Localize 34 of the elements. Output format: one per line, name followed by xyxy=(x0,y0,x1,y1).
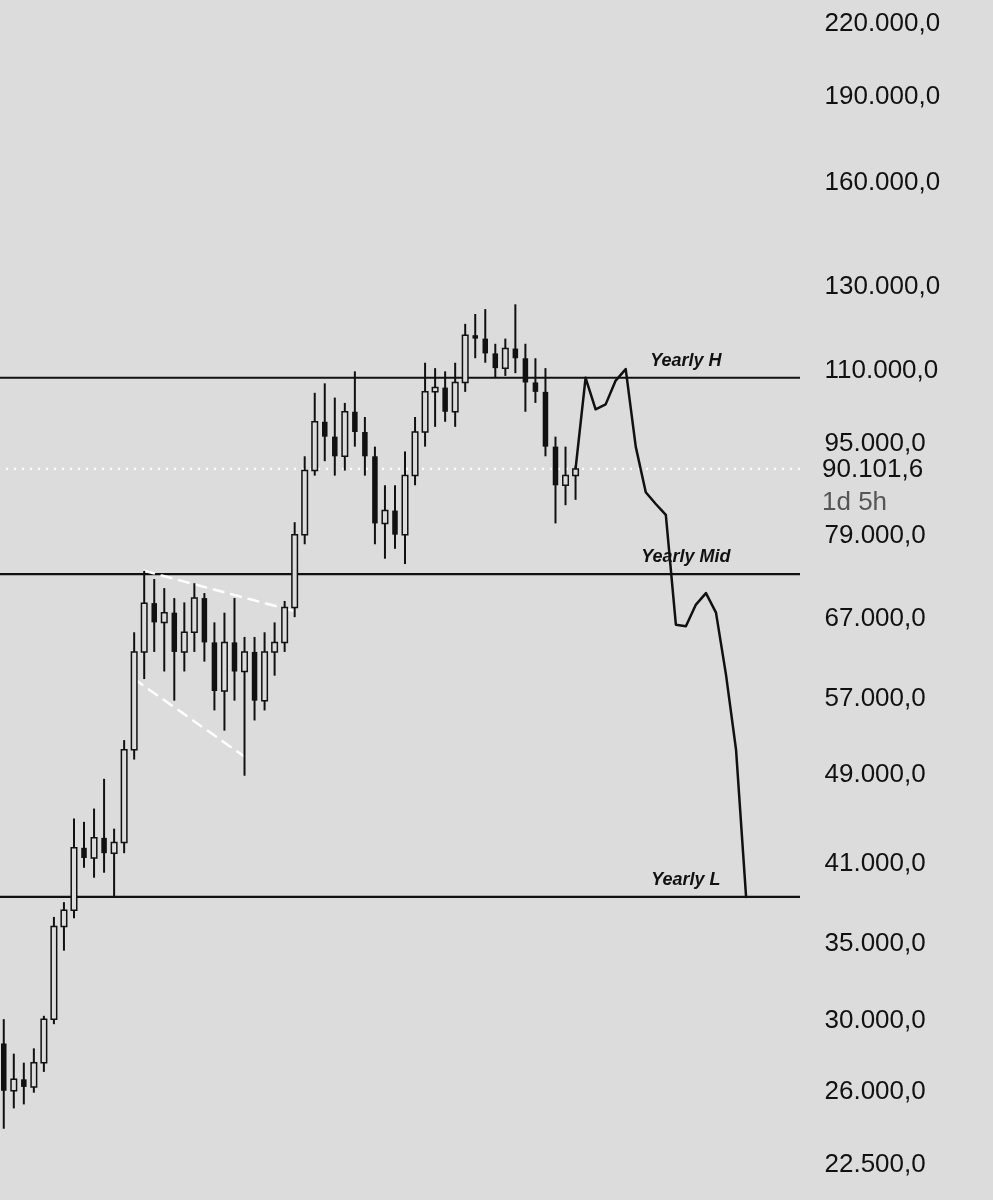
y-tick-label: 35.000,0 xyxy=(824,926,926,957)
y-tick-label: 110.000,0 xyxy=(824,353,939,384)
y-tick-label: 22.500,0 xyxy=(824,1147,926,1178)
candlestick xyxy=(60,901,68,952)
y-tick-label: 41.000,0 xyxy=(824,847,926,878)
candlestick xyxy=(90,807,98,879)
y-tick-label: 57.000,0 xyxy=(824,682,926,713)
y-tick-label: 79.000,0 xyxy=(824,519,926,550)
y-tick-label: 95.000,0 xyxy=(824,426,926,457)
y-tick-label: 130.000,0 xyxy=(824,269,941,300)
candlestick xyxy=(10,1052,18,1110)
candlestick xyxy=(21,1061,27,1106)
y-tick-label: 190.000,0 xyxy=(824,80,941,111)
candlestick xyxy=(151,578,157,653)
y-tick-label: 220.000,0 xyxy=(824,6,941,37)
y-tick-label: 67.000,0 xyxy=(824,601,926,632)
candlestick xyxy=(271,621,279,677)
y-tick-label: 26.000,0 xyxy=(824,1075,926,1106)
candlestick xyxy=(101,777,107,874)
ref-line-label: Yearly H xyxy=(650,349,723,370)
text: 1d 5h xyxy=(822,485,888,516)
ref-line-label: Yearly L xyxy=(651,868,721,889)
y-tick-label: 49.000,0 xyxy=(824,758,926,789)
y-tick-label: 30.000,0 xyxy=(824,1003,926,1034)
candlestick xyxy=(81,820,87,869)
candlestick xyxy=(241,635,249,777)
candlestick xyxy=(472,312,478,360)
candlestick xyxy=(332,396,338,477)
candlestick xyxy=(322,382,328,463)
candlestick xyxy=(180,601,188,673)
candlestick xyxy=(160,587,168,673)
candlestick xyxy=(562,445,570,507)
y-tick-label: 160.000,0 xyxy=(824,166,941,197)
candlestick xyxy=(381,484,389,560)
